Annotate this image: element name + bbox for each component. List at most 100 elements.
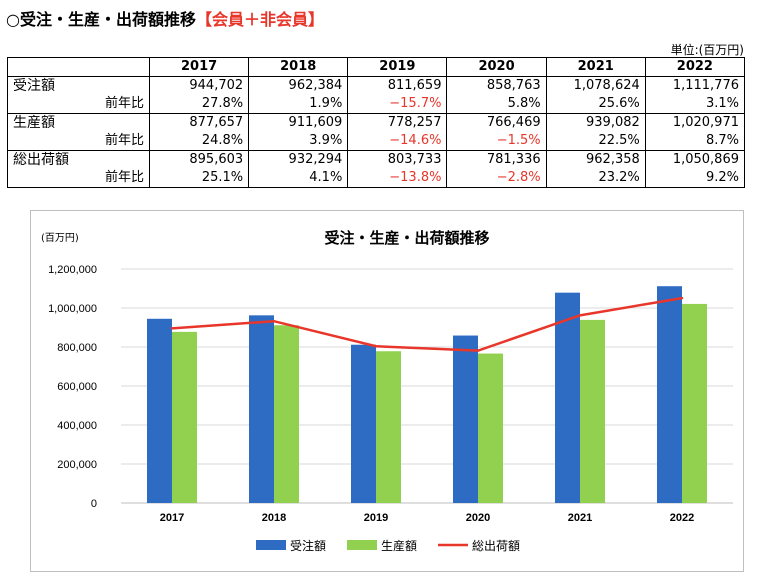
bar-生産額 bbox=[376, 351, 401, 503]
bar-受注額 bbox=[453, 335, 478, 503]
chart-panel: 受注・生産・出荷額推移 (百万円) 0 200,000 400,000 600,000 80… bbox=[30, 210, 744, 572]
chart-title: 受注・生産・出荷額推移 bbox=[324, 229, 489, 247]
value-cell: 1,020,971 bbox=[644, 113, 746, 132]
x-tick-label: 2019 bbox=[364, 512, 388, 524]
y-tick-label: 1,200,000 bbox=[48, 264, 97, 276]
line-series bbox=[171, 296, 683, 352]
x-tick-label: 2018 bbox=[262, 512, 286, 524]
yoy-cell: 5.8% bbox=[446, 95, 547, 114]
yoy-cell: 3.9% bbox=[248, 132, 349, 151]
yoy-cell: −13.8% bbox=[347, 169, 448, 188]
table-header-row: 2017 2018 2019 2020 2021 2022 bbox=[7, 57, 746, 77]
y-axis-unit-label: (百万円) bbox=[41, 232, 79, 244]
yoy-label: 前年比 bbox=[7, 169, 150, 188]
bar-生産額 bbox=[580, 319, 605, 503]
yoy-cell: −15.7% bbox=[347, 95, 448, 114]
heading-accent: 【会員＋非会員】 bbox=[195, 10, 324, 29]
line-point bbox=[170, 327, 174, 330]
yoy-cell: 8.7% bbox=[644, 132, 746, 151]
value-cell: 781,336 bbox=[446, 150, 547, 169]
year-header: 2017 bbox=[148, 57, 250, 77]
line-point bbox=[272, 320, 276, 323]
bar-生産額 bbox=[478, 353, 503, 503]
bar-生産額 bbox=[172, 331, 197, 503]
value-cell: 944,702 bbox=[148, 76, 250, 95]
row-label: 生産額 bbox=[7, 113, 150, 132]
y-tick-label: 400,000 bbox=[57, 420, 97, 432]
value-cell: 962,358 bbox=[545, 150, 646, 169]
bar-受注額 bbox=[555, 292, 580, 503]
value-cell: 1,078,624 bbox=[545, 76, 646, 95]
y-tick-label: 200,000 bbox=[57, 459, 97, 471]
bar-受注額 bbox=[351, 344, 376, 503]
yoy-cell: −1.5% bbox=[446, 132, 547, 151]
yoy-cell: 3.1% bbox=[644, 95, 746, 114]
table-row: 受注額 944,702 962,384 811,659 858,763 1,078,624… bbox=[7, 76, 746, 95]
table-row: 前年比 27.8% 1.9% −15.7% 5.8% 25.6% 3.1% bbox=[7, 95, 746, 114]
value-cell: 1,050,869 bbox=[644, 150, 746, 169]
year-header: 2020 bbox=[446, 57, 547, 77]
yoy-label: 前年比 bbox=[7, 132, 150, 151]
year-header: 2022 bbox=[644, 57, 746, 77]
yoy-cell: 22.5% bbox=[545, 132, 646, 151]
line-point bbox=[680, 296, 684, 300]
value-cell: 911,609 bbox=[248, 113, 349, 132]
bar-生産額 bbox=[274, 325, 299, 503]
data-table: 2017 2018 2019 2020 2021 2022 受注額 944,702… bbox=[7, 57, 746, 188]
table-row: 生産額 877,657 911,609 778,257 766,469 939,082 1,… bbox=[7, 113, 746, 132]
table-row: 前年比 24.8% 3.9% −14.6% −1.5% 22.5% 8.7% bbox=[7, 132, 746, 151]
value-cell: 877,657 bbox=[148, 113, 250, 132]
value-cell: 766,469 bbox=[446, 113, 547, 132]
yoy-cell: 24.8% bbox=[148, 132, 250, 151]
x-tick-label: 2021 bbox=[568, 512, 592, 524]
yoy-cell: 1.9% bbox=[248, 95, 349, 114]
yoy-cell: 25.1% bbox=[148, 169, 250, 188]
legend-swatch bbox=[256, 540, 286, 550]
y-tick-label: 1,000,000 bbox=[48, 303, 97, 315]
heading-text: ○受注・生産・出荷額推移 bbox=[6, 10, 196, 29]
y-tick-label: 800,000 bbox=[57, 342, 97, 354]
value-cell: 811,659 bbox=[347, 76, 448, 95]
x-tick-label: 2017 bbox=[160, 512, 184, 524]
line-point bbox=[476, 349, 480, 352]
value-cell: 895,603 bbox=[148, 150, 250, 169]
table-row: 総出荷額 895,603 932,294 803,733 781,336 962,358 1… bbox=[7, 150, 746, 169]
legend-swatch bbox=[347, 540, 377, 550]
yoy-label: 前年比 bbox=[7, 95, 150, 114]
year-header: 2019 bbox=[347, 57, 448, 77]
legend-label: 受注額 bbox=[290, 538, 326, 553]
x-tick-label: 2022 bbox=[670, 512, 694, 524]
legend-label: 総出荷額 bbox=[472, 539, 520, 553]
row-label: 受注額 bbox=[7, 76, 150, 95]
bar-受注額 bbox=[147, 318, 172, 503]
x-tick-label: 2020 bbox=[466, 512, 490, 524]
value-cell: 932,294 bbox=[248, 150, 349, 169]
y-tick-label: 600,000 bbox=[57, 381, 97, 393]
bar-受注額 bbox=[249, 315, 274, 503]
value-cell: 939,082 bbox=[545, 113, 646, 132]
table-body: 受注額 944,702 962,384 811,659 858,763 1,078,624… bbox=[7, 76, 746, 188]
yoy-cell: −2.8% bbox=[446, 169, 547, 188]
yoy-cell: 27.8% bbox=[148, 95, 250, 114]
table-corner-cell bbox=[7, 57, 150, 77]
value-cell: 778,257 bbox=[347, 113, 448, 132]
combo-chart: 受注・生産・出荷額推移 (百万円) 0 200,000 400,000 600,000 80… bbox=[41, 229, 733, 553]
value-cell: 1,111,776 bbox=[644, 76, 746, 95]
legend-label: 生産額 bbox=[381, 538, 417, 553]
year-header: 2021 bbox=[545, 57, 646, 77]
yoy-cell: 23.2% bbox=[545, 169, 646, 188]
value-cell: 962,384 bbox=[248, 76, 349, 95]
table-row: 前年比 25.1% 4.1% −13.8% −2.8% 23.2% 9.2% bbox=[7, 169, 746, 188]
year-header: 2018 bbox=[248, 57, 349, 77]
line-point bbox=[578, 314, 582, 317]
bar-生産額 bbox=[682, 303, 707, 503]
bar-受注額 bbox=[657, 286, 682, 503]
yoy-cell: 4.1% bbox=[248, 169, 349, 188]
yoy-cell: −14.6% bbox=[347, 132, 448, 151]
value-cell: 803,733 bbox=[347, 150, 448, 169]
row-label: 総出荷額 bbox=[7, 150, 150, 169]
y-tick-label: 0 bbox=[91, 498, 97, 510]
page-heading: ○受注・生産・出荷額推移【会員＋非会員】 bbox=[6, 6, 324, 30]
yoy-cell: 25.6% bbox=[545, 95, 646, 114]
value-cell: 858,763 bbox=[446, 76, 547, 95]
